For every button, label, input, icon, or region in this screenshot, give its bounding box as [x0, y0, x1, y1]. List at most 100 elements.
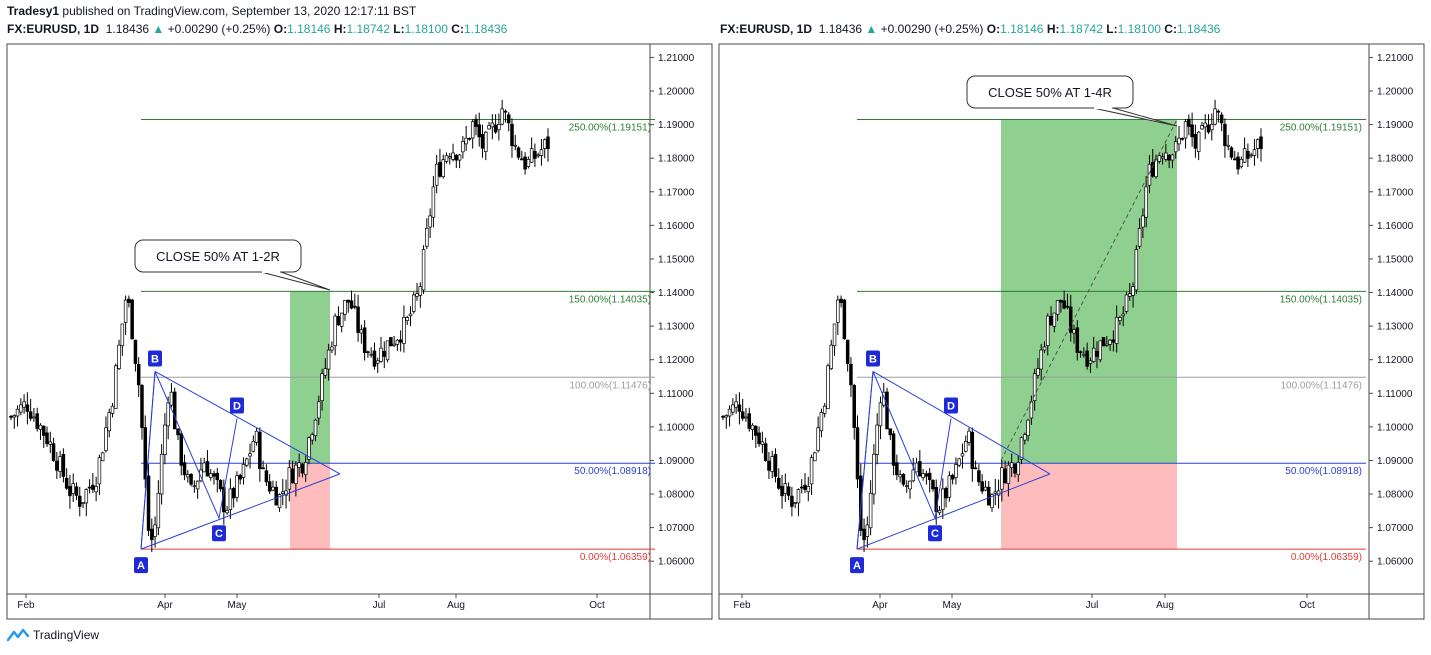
candle-body: [888, 428, 893, 436]
price-axis: [649, 43, 713, 595]
candle-body: [208, 473, 213, 478]
candle-body: [941, 488, 945, 510]
candle-body: [1252, 149, 1257, 156]
callout-box: [134, 239, 302, 273]
candle-body: [156, 492, 161, 529]
candle-body: [1173, 141, 1178, 153]
candle-body: [914, 462, 919, 473]
candle-body: [87, 486, 92, 489]
y-tick-label: 1.14000: [1377, 288, 1414, 299]
candle-body: [284, 490, 288, 496]
candle-body: [1233, 158, 1237, 161]
candle-body: [510, 123, 514, 146]
candle-body: [773, 454, 778, 477]
up-arrow-icon: ▲: [152, 22, 165, 36]
candle-body: [1226, 144, 1230, 147]
low-value: 1.18100: [404, 22, 448, 36]
candle-body: [395, 339, 400, 345]
candle-body: [58, 456, 62, 472]
candle-body: [464, 137, 468, 145]
candle-body: [1098, 340, 1103, 361]
triangle-lower-line: [140, 473, 341, 550]
y-tick-label: 1.17000: [658, 187, 695, 198]
candle-body: [1134, 249, 1139, 291]
candle-body: [1239, 159, 1244, 167]
y-tick-label: 1.15000: [658, 254, 695, 265]
candle-body: [1055, 300, 1060, 315]
candle-body: [1013, 464, 1017, 474]
y-tick-label: 1.14000: [658, 288, 695, 299]
candle-body: [1167, 154, 1171, 161]
candle-body: [763, 443, 768, 461]
close-label: C:: [1164, 22, 1177, 36]
open-value: 1.18146: [287, 22, 331, 36]
candle-body: [1065, 305, 1070, 308]
candle-body: [734, 401, 738, 408]
candle-body: [1160, 156, 1165, 159]
candle-body: [254, 430, 259, 443]
candle-body: [1023, 434, 1027, 441]
publish-line: Tradesy1 published on TradingView.com, S…: [7, 4, 416, 18]
y-tick-label: 1.20000: [1377, 87, 1414, 98]
y-tick-label: 1.13000: [1377, 322, 1414, 333]
candle-body: [1219, 114, 1224, 124]
candle-body: [898, 474, 902, 478]
candle-body: [333, 315, 337, 347]
y-tick-label: 1.11000: [658, 389, 694, 400]
candle-body: [1091, 347, 1096, 362]
candle-body: [1095, 351, 1099, 357]
candle-body: [1255, 139, 1260, 149]
candle-body: [842, 299, 847, 340]
pattern-point-label: D: [233, 400, 241, 412]
y-tick-label: 1.16000: [1377, 221, 1414, 232]
candle-body: [918, 461, 922, 477]
candle-body: [908, 480, 912, 490]
candle-body: [826, 365, 830, 409]
candle-body: [1223, 123, 1227, 146]
candle-body: [169, 391, 174, 406]
candle-body: [205, 461, 210, 477]
candle-body: [51, 443, 56, 461]
y-tick-label: 1.18000: [1377, 154, 1414, 165]
candle-body: [506, 114, 511, 124]
candle-body: [336, 316, 341, 326]
candle-body: [150, 528, 154, 541]
candle-body: [461, 141, 465, 153]
y-tick-label: 1.13000: [658, 322, 695, 333]
candle-body: [143, 427, 148, 480]
candle-body: [973, 467, 978, 470]
pattern-point-badge: [134, 557, 148, 574]
tradingview-brand[interactable]: TradingView: [7, 628, 99, 642]
candle-body: [747, 413, 751, 429]
candle-body: [970, 431, 975, 469]
candle-body: [497, 124, 501, 131]
candle-body: [937, 509, 942, 514]
candle-body: [398, 339, 403, 343]
candle-body: [379, 347, 383, 362]
candle-body: [186, 474, 190, 478]
x-tick-label: Jul: [1086, 600, 1099, 611]
candle-body: [1206, 124, 1211, 133]
candle-body: [944, 488, 948, 499]
candle-body: [104, 427, 108, 451]
y-tick-label: 1.12000: [658, 355, 695, 366]
candle-body: [231, 488, 236, 499]
candle-body: [202, 462, 206, 473]
y-tick-label: 1.06000: [1377, 557, 1414, 568]
y-tick-label: 1.18000: [658, 154, 695, 165]
candle-body: [1259, 136, 1263, 150]
candle-body: [91, 484, 95, 490]
callout-text: CLOSE 50% AT 1-2R: [156, 249, 280, 264]
candle-body: [1026, 419, 1030, 437]
fib-level-label: 250.00%(1.19151): [569, 123, 651, 134]
candle-body: [822, 405, 827, 414]
up-arrow-icon: ▲: [865, 22, 878, 36]
candle-body: [1036, 368, 1040, 376]
fib-level-label: 250.00%(1.19151): [1280, 123, 1362, 134]
candle-body: [1042, 346, 1047, 351]
low-label: L:: [393, 22, 405, 36]
candle-body: [32, 416, 36, 419]
candle-body: [192, 485, 197, 488]
candle-body: [9, 416, 13, 418]
